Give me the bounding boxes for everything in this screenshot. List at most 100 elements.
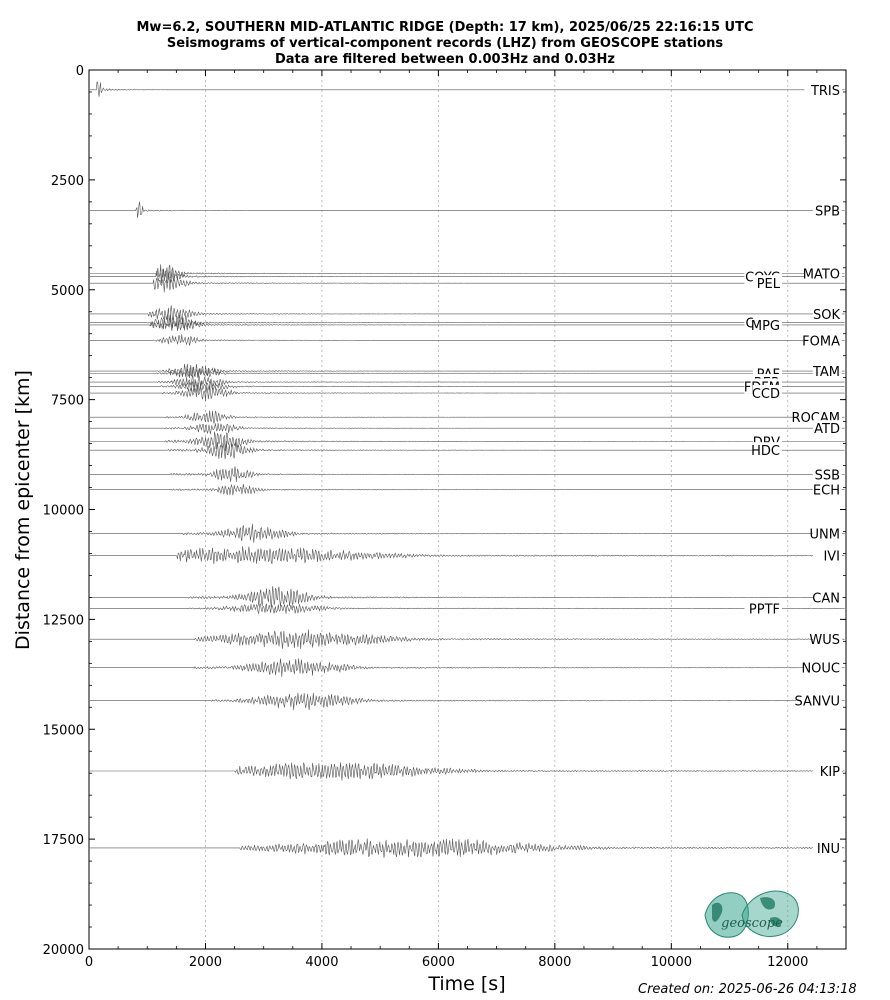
x-tick-label-2000: 2000 bbox=[189, 955, 222, 970]
trace-SSB bbox=[90, 466, 845, 483]
station-label-NOUC: NOUC bbox=[801, 662, 840, 677]
station-label-bg bbox=[804, 332, 842, 348]
trace-IVI bbox=[90, 546, 845, 565]
station-label-KIP: KIP bbox=[820, 765, 840, 780]
trace-RER bbox=[90, 374, 845, 389]
title-line-1: Mw=6.2, SOUTHERN MID-ATLANTIC RIDGE (Dep… bbox=[137, 20, 754, 35]
station-label-bg bbox=[804, 265, 842, 281]
trace-CAN bbox=[90, 586, 845, 608]
station-label-UNM: UNM bbox=[810, 528, 840, 543]
station-label-TAM: TAM bbox=[812, 365, 840, 380]
station-label-ATD: ATD bbox=[814, 422, 840, 437]
station-label-bg bbox=[812, 631, 842, 647]
station-label-bg bbox=[804, 659, 842, 675]
x-grid bbox=[205, 70, 789, 949]
station-label-bg bbox=[812, 363, 842, 379]
station-label-bg bbox=[752, 385, 782, 401]
trace-TAM bbox=[90, 363, 845, 378]
x-tick-label-10000: 10000 bbox=[651, 955, 692, 970]
trace-INU bbox=[90, 838, 845, 858]
x-tick-label-8000: 8000 bbox=[538, 955, 571, 970]
station-label-bg bbox=[812, 305, 842, 321]
station-label-HDC: HDC bbox=[751, 444, 780, 459]
trace-MPG bbox=[90, 317, 845, 331]
x-tick-label-0: 0 bbox=[85, 955, 93, 970]
station-label-CCD: CCD bbox=[752, 387, 780, 402]
station-label-PEL: PEL bbox=[757, 277, 781, 292]
y-tick-label-2500: 2500 bbox=[51, 174, 84, 189]
station-label-FOMA: FOMA bbox=[802, 334, 840, 349]
x-axis-label: Time [s] bbox=[427, 973, 505, 995]
station-label-bg bbox=[812, 763, 842, 779]
station-label-CAN: CAN bbox=[812, 591, 840, 606]
logo-landmass bbox=[712, 897, 782, 927]
station-label-IVI: IVI bbox=[823, 550, 840, 565]
trace-ROCAM bbox=[90, 410, 845, 424]
trace-DRV bbox=[90, 431, 845, 451]
x-tick-label-6000: 6000 bbox=[422, 955, 455, 970]
trace-HDC bbox=[90, 440, 845, 460]
station-label-bg bbox=[812, 202, 842, 218]
station-label-SOK: SOK bbox=[813, 308, 840, 323]
station-label-bg bbox=[796, 692, 842, 708]
y-tick-label-12500: 12500 bbox=[43, 613, 84, 628]
y-tick-label-20000: 20000 bbox=[43, 943, 84, 958]
trace-layer bbox=[90, 81, 845, 858]
logo-wordmark: geoscope bbox=[721, 916, 783, 931]
station-label-bg bbox=[812, 589, 842, 605]
station-label-bg bbox=[744, 600, 782, 616]
station-label-ECH: ECH bbox=[813, 484, 840, 499]
trace-UNM bbox=[90, 523, 845, 543]
trace-COYC bbox=[90, 269, 845, 284]
trace-PPTF bbox=[90, 603, 845, 615]
trace-CCD bbox=[90, 384, 845, 402]
title-line-2: Seismograms of vertical-component record… bbox=[167, 36, 723, 51]
station-label-MATO: MATO bbox=[803, 267, 840, 282]
station-label-INU: INU bbox=[817, 842, 840, 857]
y-tick-label-17500: 17500 bbox=[43, 833, 84, 848]
x-tick-label-12000: 12000 bbox=[767, 955, 808, 970]
station-label-WUS: WUS bbox=[809, 633, 840, 648]
station-label-SANVU: SANVU bbox=[794, 695, 840, 710]
station-label-bg bbox=[812, 839, 842, 855]
trace-MATO bbox=[90, 264, 845, 281]
station-label-bg bbox=[812, 525, 842, 541]
station-label-bg bbox=[804, 81, 842, 97]
station-label-TRIS: TRIS bbox=[810, 84, 840, 99]
station-label-bg bbox=[812, 466, 842, 482]
created-timestamp: Created on: 2025-06-26 04:13:18 bbox=[638, 982, 857, 997]
trace-ATD bbox=[90, 422, 845, 434]
station-label-PPTF: PPTF bbox=[749, 602, 780, 617]
station-label-MPG: MPG bbox=[751, 319, 780, 334]
trace-TRIS bbox=[90, 81, 845, 97]
station-label-bg bbox=[752, 316, 782, 332]
trace-SPB bbox=[90, 201, 845, 218]
x-tick-label-4000: 4000 bbox=[305, 955, 338, 970]
y-tick-label-0: 0 bbox=[76, 64, 84, 79]
station-label-bg bbox=[812, 481, 842, 497]
trace-WUS bbox=[90, 629, 845, 649]
chart-title: Mw=6.2, SOUTHERN MID-ATLANTIC RIDGE (Dep… bbox=[137, 20, 754, 67]
station-label-bg bbox=[752, 275, 782, 291]
station-label-bg bbox=[752, 442, 782, 458]
trace-ECH bbox=[90, 483, 845, 496]
axis-tick-labels: 0 2000 4000 6000 8000 10000 12000 0 2500 5000 7500… bbox=[43, 64, 809, 970]
trace-SANVU bbox=[90, 692, 845, 711]
plot-frame bbox=[88, 69, 847, 950]
logo-right-lobe bbox=[741, 890, 799, 937]
trace-FOMA bbox=[90, 334, 845, 346]
y-tick-label-5000: 5000 bbox=[51, 284, 84, 299]
y-axis-label: Distance from epicenter [km] bbox=[12, 370, 34, 650]
station-label-bg bbox=[812, 420, 842, 436]
geoscope-logo: geoscope bbox=[704, 890, 799, 938]
trace-NOUC bbox=[90, 658, 845, 677]
station-label-SSB: SSB bbox=[815, 468, 840, 483]
trace-PEL bbox=[90, 274, 845, 293]
title-line-3: Data are filtered between 0.003Hz and 0.… bbox=[275, 52, 615, 67]
y-tick-label-10000: 10000 bbox=[43, 504, 84, 519]
station-label-SPB: SPB bbox=[815, 205, 840, 220]
trace-CRZF bbox=[90, 314, 845, 331]
trace-SOK bbox=[90, 305, 845, 322]
axis-ticks bbox=[88, 69, 847, 950]
